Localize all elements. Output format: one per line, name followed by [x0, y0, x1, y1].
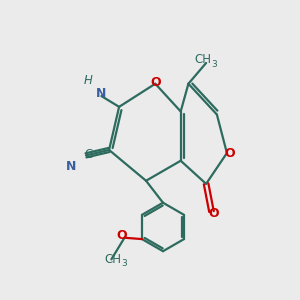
Text: O: O	[224, 146, 235, 160]
Text: O: O	[150, 76, 160, 89]
Text: N: N	[96, 87, 106, 100]
Text: 3: 3	[211, 60, 217, 69]
Text: C: C	[84, 148, 92, 161]
Text: 3: 3	[121, 259, 127, 268]
Text: H: H	[84, 74, 93, 87]
Text: CH: CH	[104, 253, 121, 266]
Text: O: O	[208, 207, 219, 220]
Text: N: N	[65, 160, 76, 173]
Text: CH: CH	[194, 53, 211, 66]
Text: O: O	[117, 229, 128, 242]
